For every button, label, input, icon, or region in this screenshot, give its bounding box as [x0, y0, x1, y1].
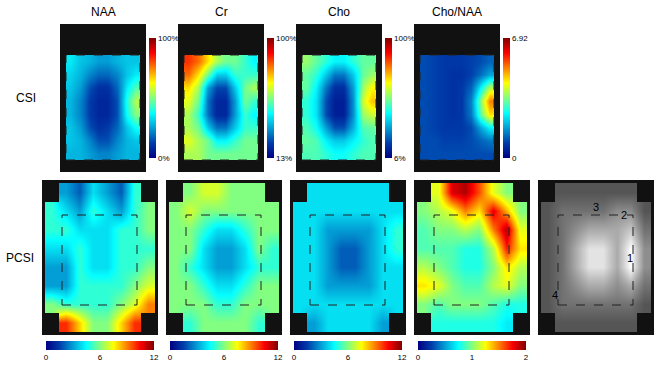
svg-text:100%: 100% [394, 34, 414, 43]
svg-text:0: 0 [292, 353, 297, 362]
svg-text:CSI: CSI [16, 91, 36, 105]
svg-text:0: 0 [416, 353, 421, 362]
svg-text:6.92: 6.92 [512, 34, 528, 43]
svg-text:12: 12 [398, 353, 407, 362]
svg-text:2: 2 [524, 353, 529, 362]
svg-text:6: 6 [98, 353, 103, 362]
svg-text:0: 0 [44, 353, 49, 362]
svg-text:0: 0 [168, 353, 173, 362]
svg-text:Cho/NAA: Cho/NAA [432, 5, 482, 19]
svg-text:6%: 6% [394, 154, 406, 163]
svg-text:1: 1 [627, 252, 633, 264]
svg-text:0%: 0% [158, 154, 170, 163]
svg-text:12: 12 [274, 353, 283, 362]
svg-text:12: 12 [150, 353, 159, 362]
svg-text:6: 6 [346, 353, 351, 362]
svg-text:3: 3 [593, 201, 599, 213]
svg-text:6: 6 [222, 353, 227, 362]
svg-text:100%: 100% [158, 34, 178, 43]
svg-text:4: 4 [552, 289, 558, 301]
svg-text:Cho: Cho [328, 5, 350, 19]
svg-text:NAA: NAA [91, 5, 116, 19]
svg-text:2: 2 [621, 209, 627, 221]
svg-text:100%: 100% [276, 34, 296, 43]
svg-text:13%: 13% [276, 154, 292, 163]
svg-text:1: 1 [470, 353, 475, 362]
svg-text:PCSI: PCSI [6, 251, 34, 265]
svg-text:0: 0 [512, 154, 517, 163]
svg-text:Cr: Cr [215, 5, 228, 19]
